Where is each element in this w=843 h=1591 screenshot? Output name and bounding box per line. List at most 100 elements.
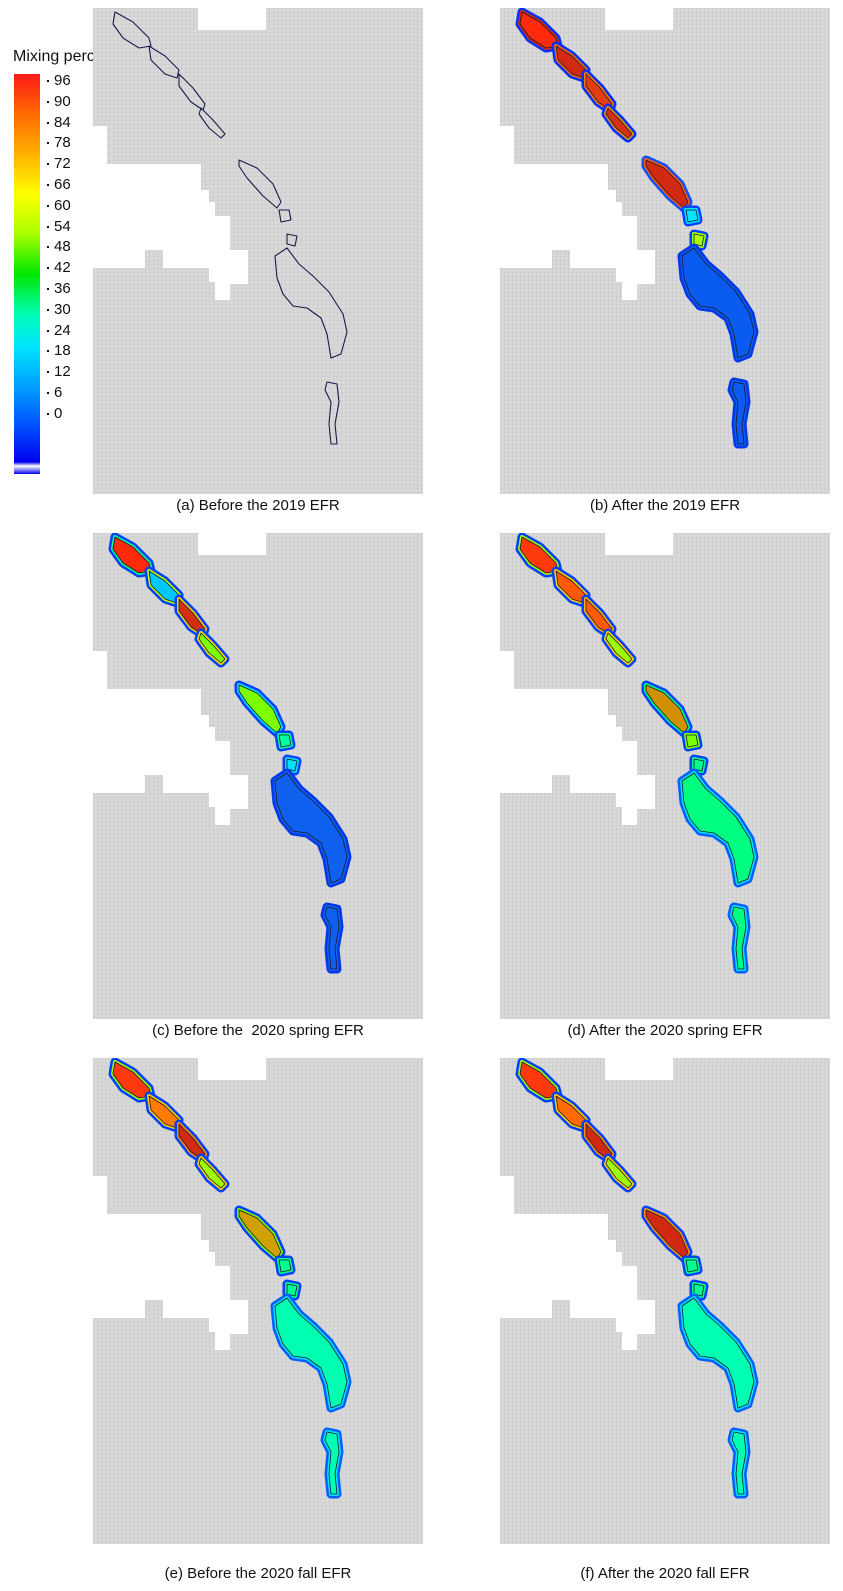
- reach-outline: [198, 632, 226, 664]
- map-panel-f: [500, 1058, 830, 1544]
- plume-core: [520, 1062, 558, 1098]
- plume-core: [732, 1432, 746, 1494]
- plume-core: [325, 1432, 339, 1494]
- legend-tick-mark: [47, 184, 49, 186]
- plume-core: [113, 537, 151, 573]
- plume-core: [520, 12, 558, 48]
- legend-tick-mark: [47, 308, 49, 311]
- legend-tick-42: 42: [54, 259, 71, 277]
- legend-tick-mark: [47, 412, 49, 415]
- plume-core: [179, 599, 205, 635]
- reach-outline: [324, 1431, 340, 1495]
- reach-outline: [681, 1297, 755, 1409]
- map-panel-b: [500, 8, 830, 494]
- legend-tick-12: 12: [54, 363, 71, 381]
- legend-tick-mark: [47, 392, 49, 394]
- legend-tick-0: 0: [54, 404, 63, 422]
- reach-outline: [278, 1259, 292, 1273]
- model-grid-domain: [93, 533, 423, 1019]
- legend-tick-mark: [47, 288, 49, 290]
- legend-tick-mark: [47, 350, 49, 353]
- legend-tick-mark: [47, 204, 49, 207]
- reach-outline: [274, 1297, 348, 1409]
- plume-core: [606, 108, 632, 138]
- legend-tick-mark: [47, 329, 49, 332]
- plume-core: [199, 633, 225, 663]
- reach-outline: [278, 209, 292, 223]
- reach-outline: [112, 11, 152, 49]
- model-grid-domain: [93, 1058, 423, 1544]
- river-reaches: [108, 1058, 352, 1499]
- map-panel-a: [93, 8, 423, 494]
- river-reaches: [112, 11, 348, 445]
- reach-outline: [198, 107, 226, 139]
- legend-tick-mark: [47, 121, 49, 124]
- plume-core: [556, 1096, 586, 1128]
- plume-core: [113, 1062, 151, 1098]
- caption-c: (c) Before the 2020 spring EFR: [152, 1022, 364, 1039]
- legend-tick-60: 60: [54, 196, 71, 214]
- reach-outline: [198, 1157, 226, 1189]
- reach-outline: [693, 1283, 705, 1297]
- legend-tick-mark: [47, 163, 49, 166]
- river-reaches: [515, 1058, 759, 1499]
- legend-tick-84: 84: [54, 113, 71, 131]
- map-panel-e: [93, 1058, 423, 1544]
- reach-outline: [685, 734, 699, 748]
- reach-outline: [681, 772, 755, 884]
- model-grid-domain: [500, 1058, 830, 1544]
- legend-tick-mark: [47, 142, 49, 145]
- reach-outline: [731, 906, 747, 970]
- plume-core: [646, 1210, 688, 1258]
- plume-core: [682, 1298, 754, 1408]
- legend-tick-96: 96: [54, 72, 71, 89]
- legend-color-ramp: [14, 74, 40, 474]
- model-grid-domain: [93, 8, 423, 494]
- legend-tick-6: 6: [54, 384, 63, 401]
- reach-outline: [278, 734, 292, 748]
- model-grid-domain: [500, 8, 830, 494]
- plume-core: [606, 1158, 632, 1188]
- reach-outline: [731, 1431, 747, 1495]
- reach-outline: [274, 772, 348, 884]
- legend-tick-54: 54: [54, 217, 71, 235]
- plume-core: [646, 685, 688, 733]
- reach-outline: [685, 209, 699, 223]
- reach-outline: [731, 381, 747, 445]
- map-panel-c: [93, 533, 423, 1019]
- plume-core: [646, 160, 688, 208]
- reach-outline: [685, 1259, 699, 1273]
- plume-core: [149, 1096, 179, 1128]
- plume-core: [732, 907, 746, 969]
- reach-outline: [693, 758, 705, 772]
- reach-outline: [286, 758, 298, 772]
- reach-outline: [286, 1283, 298, 1297]
- legend-tick-mark: [47, 225, 49, 228]
- river-reaches: [515, 533, 759, 974]
- plume-core: [239, 1210, 281, 1258]
- plume-core: [586, 599, 612, 635]
- caption-a: (a) Before the 2019 EFR: [176, 497, 340, 514]
- reach-outline: [605, 107, 633, 139]
- reach-outline: [148, 45, 180, 79]
- model-grid-domain: [500, 533, 830, 1019]
- plume-core: [520, 537, 558, 573]
- reach-outline: [274, 247, 348, 359]
- caption-b: (b) After the 2019 EFR: [589, 497, 741, 514]
- plume-core: [275, 1298, 347, 1408]
- caption-d: (d) After the 2020 spring EFR: [567, 1022, 763, 1039]
- legend-tick-18: 18: [54, 342, 71, 360]
- legend-tick-48: 48: [54, 238, 71, 256]
- legend-tick-mark: [47, 80, 49, 82]
- plume-core: [586, 74, 612, 110]
- legend-tick-66: 66: [54, 176, 71, 193]
- legend-tick-36: 36: [54, 280, 71, 297]
- plume-core: [556, 46, 586, 78]
- plume-core: [239, 685, 281, 733]
- river-reaches: [515, 8, 759, 449]
- reach-outline: [324, 381, 340, 445]
- plume-core: [199, 1158, 225, 1188]
- legend-tick-mark: [47, 267, 49, 270]
- legend-tick-78: 78: [54, 134, 71, 152]
- legend-tick-30: 30: [54, 300, 71, 318]
